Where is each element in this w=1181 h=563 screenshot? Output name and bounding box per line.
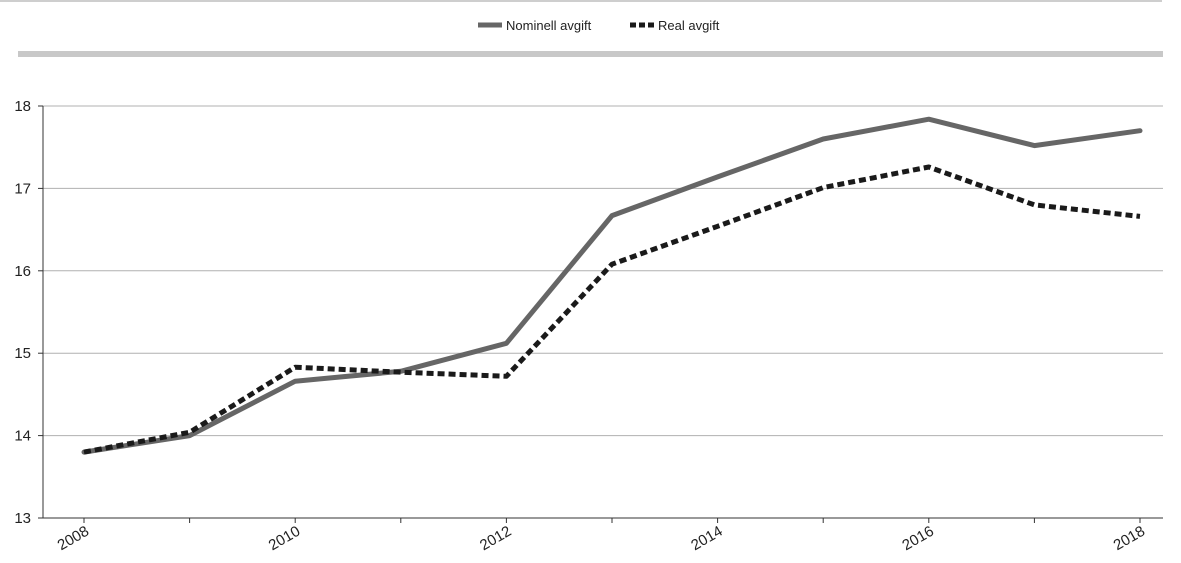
y-tick-label: 15 [14,345,31,362]
y-tick-label: 17 [14,180,31,197]
x-tick-label: 2018 [1111,523,1148,554]
legend-label-nominell: Nominell avgift [506,18,592,33]
y-tick-label: 14 [14,428,31,445]
x-tick-label: 2016 [899,523,936,554]
x-tick-label: 2012 [477,523,514,554]
x-axis-ticks: 2008 2010 2012 2014 2016 2018 [55,518,1148,554]
x-tick-label: 2008 [55,523,92,554]
y-axis-ticks: 13 14 15 16 17 18 [14,98,43,527]
x-tick-label: 2014 [688,523,725,554]
y-tick-label: 16 [14,263,31,280]
y-tick-label: 18 [14,98,31,115]
legend: Nominell avgift Real avgift [478,18,720,33]
y-tick-label: 13 [14,510,31,527]
series-line-nominell-avgift [81,116,1143,455]
legend-label-real: Real avgift [658,18,720,33]
series-lines [81,116,1143,455]
series-line-real-avgift [83,164,1141,455]
x-tick-label: 2010 [266,523,303,554]
